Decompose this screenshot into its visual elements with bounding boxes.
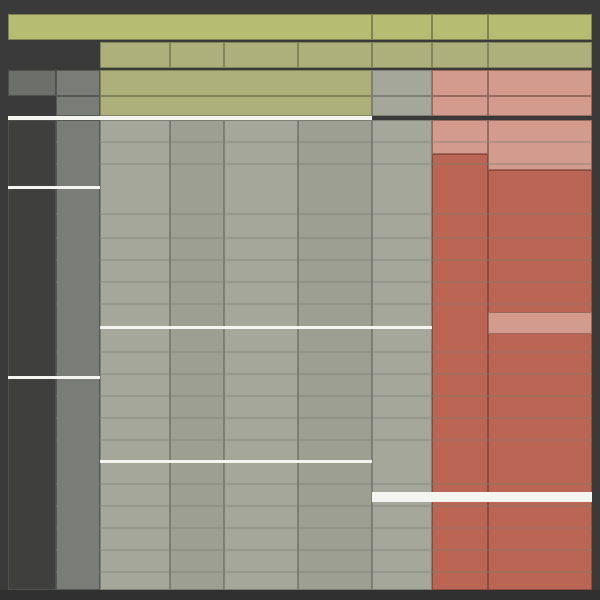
body-col-6-top	[432, 120, 488, 154]
column-header-2	[170, 42, 224, 68]
body-col-7-top	[488, 120, 592, 170]
body-col-7	[488, 170, 592, 590]
row-a-cell-6	[432, 70, 488, 96]
header-band-left	[8, 14, 372, 40]
body-separator-3	[8, 376, 100, 379]
row-sublabel-b	[56, 96, 100, 116]
body-separator-5	[372, 492, 592, 502]
body-col-2	[170, 120, 224, 590]
body-col-7-band	[488, 312, 592, 334]
row-a-cells	[100, 70, 372, 96]
row-sublabel-column	[56, 120, 100, 590]
header-band-right-b	[488, 14, 592, 40]
body-separator-1	[8, 186, 100, 189]
column-header-5	[372, 42, 432, 68]
body-col-3	[224, 120, 298, 590]
column-header-7	[488, 42, 592, 68]
body-separator-4	[100, 460, 372, 463]
body-col-6	[432, 154, 488, 590]
row-sublabel-a	[56, 70, 100, 96]
body-separator-2	[100, 326, 432, 329]
column-header-6	[432, 42, 488, 68]
row-separator	[8, 116, 372, 120]
body-col-1	[100, 120, 170, 590]
row-b-cell-6	[432, 96, 488, 116]
row-b-cell-5	[372, 96, 432, 116]
row-a-cell-5	[372, 70, 432, 96]
body-col-5	[372, 120, 432, 590]
row-label-a	[8, 70, 56, 96]
column-header-3	[224, 42, 298, 68]
body-col-4	[298, 120, 372, 590]
row-a-cell-7	[488, 70, 592, 96]
row-label-column	[8, 120, 56, 590]
row-b-cell-7	[488, 96, 592, 116]
row-b-cells	[100, 96, 372, 116]
header-band-middle	[372, 14, 432, 40]
header-band-right-a	[432, 14, 488, 40]
column-header-4	[298, 42, 372, 68]
column-header-1	[100, 42, 170, 68]
bottom-edge	[0, 590, 600, 600]
